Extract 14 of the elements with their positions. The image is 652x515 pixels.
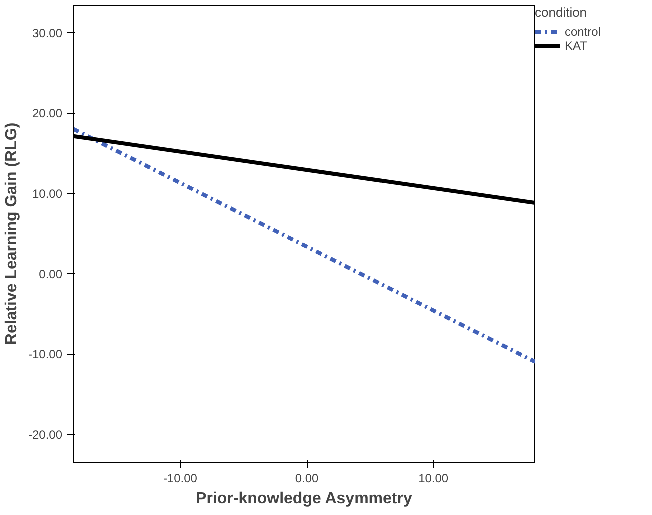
y-tick-label: -20.00 [28,428,63,442]
x-tick-label: 0.00 [295,472,320,486]
x-tick-label: 10.00 [418,472,449,486]
y-tick-label: -10.00 [28,348,63,362]
legend-title: condition [535,5,588,20]
x-tick-label: -10.00 [163,472,198,486]
y-tick-label: 10.00 [32,186,63,201]
legend-label: control [565,25,602,39]
legend-label: KAT [565,39,588,53]
y-tick-label: 20.00 [32,106,63,121]
y-tick-label: 0.00 [39,267,63,282]
y-axis-title: Relative Learning Gain (RLG) [3,122,20,346]
x-axis-title: Prior-knowledge Asymmetry [196,490,412,508]
y-tick-label: 30.00 [32,26,63,40]
